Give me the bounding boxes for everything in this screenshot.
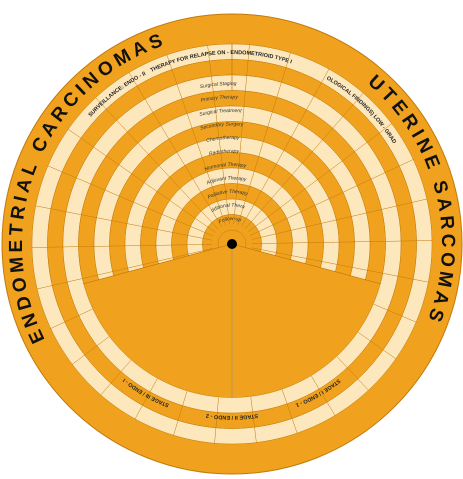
ring-label: Hormonal Therapy bbox=[204, 162, 247, 173]
ring-label: Palliative Therapy bbox=[207, 189, 249, 201]
ring-label: Surgical Staging bbox=[199, 81, 236, 90]
divider bbox=[358, 332, 396, 359]
divider bbox=[166, 54, 226, 226]
ring-label: Adjuvant Therapy bbox=[205, 175, 247, 186]
ring-label: Surgical Treatment bbox=[199, 108, 242, 118]
ring-label: Palliative Therapy bbox=[207, 189, 249, 201]
divider bbox=[100, 360, 132, 396]
divider bbox=[241, 68, 330, 227]
ring-label: Chemotherapy bbox=[206, 135, 240, 144]
bottom-segment: STAGE II / ENDO - 2 bbox=[206, 412, 259, 420]
bottom-segment: STAGE II / ENDO - 2 bbox=[206, 412, 259, 420]
divider bbox=[244, 92, 364, 230]
divider bbox=[281, 389, 298, 434]
ring-label: Radiotherapy bbox=[208, 148, 239, 157]
divider bbox=[37, 248, 213, 290]
divider bbox=[233, 44, 250, 225]
divider bbox=[250, 396, 257, 443]
divider bbox=[134, 378, 158, 420]
divider bbox=[251, 247, 429, 283]
divider bbox=[47, 165, 214, 237]
ring-label: Surgical Staging bbox=[199, 81, 236, 90]
divider bbox=[68, 129, 216, 233]
divider bbox=[35, 205, 213, 241]
ring-band bbox=[62, 74, 402, 414]
divider bbox=[128, 72, 222, 227]
ring-label: Follow-up bbox=[218, 216, 242, 225]
divider bbox=[247, 123, 392, 233]
ring-label: Radiotherapy bbox=[208, 148, 239, 157]
divider bbox=[173, 391, 188, 436]
divider bbox=[32, 244, 213, 248]
ring-label: Hormonal Therapy bbox=[204, 162, 247, 173]
ring-label: Secondary Surgery bbox=[200, 121, 244, 131]
ring-label: Adjuvant Therapy bbox=[205, 175, 247, 186]
divider bbox=[311, 375, 336, 416]
ring-label: Primary Therapy bbox=[200, 94, 238, 103]
divider bbox=[250, 159, 414, 236]
ring-label: Follow-up bbox=[218, 216, 242, 225]
divider bbox=[207, 45, 230, 225]
divider bbox=[251, 240, 432, 244]
ring-label: Secondary Surgery bbox=[200, 121, 244, 131]
divider bbox=[95, 97, 219, 230]
divider bbox=[336, 356, 369, 391]
divider bbox=[50, 308, 93, 329]
divider bbox=[214, 397, 219, 444]
divider bbox=[251, 198, 427, 240]
divider bbox=[237, 52, 291, 225]
divider bbox=[72, 336, 110, 365]
ring-band bbox=[202, 214, 262, 252]
center-dot bbox=[227, 239, 237, 249]
divider bbox=[373, 303, 417, 323]
ring-label: Primary Therapy bbox=[200, 94, 238, 103]
ring-label: Chemotherapy bbox=[206, 135, 240, 144]
wedge-edge bbox=[231, 243, 381, 285]
wedge-edge bbox=[83, 243, 233, 285]
ring-label: Surgical Treatment bbox=[199, 108, 242, 118]
